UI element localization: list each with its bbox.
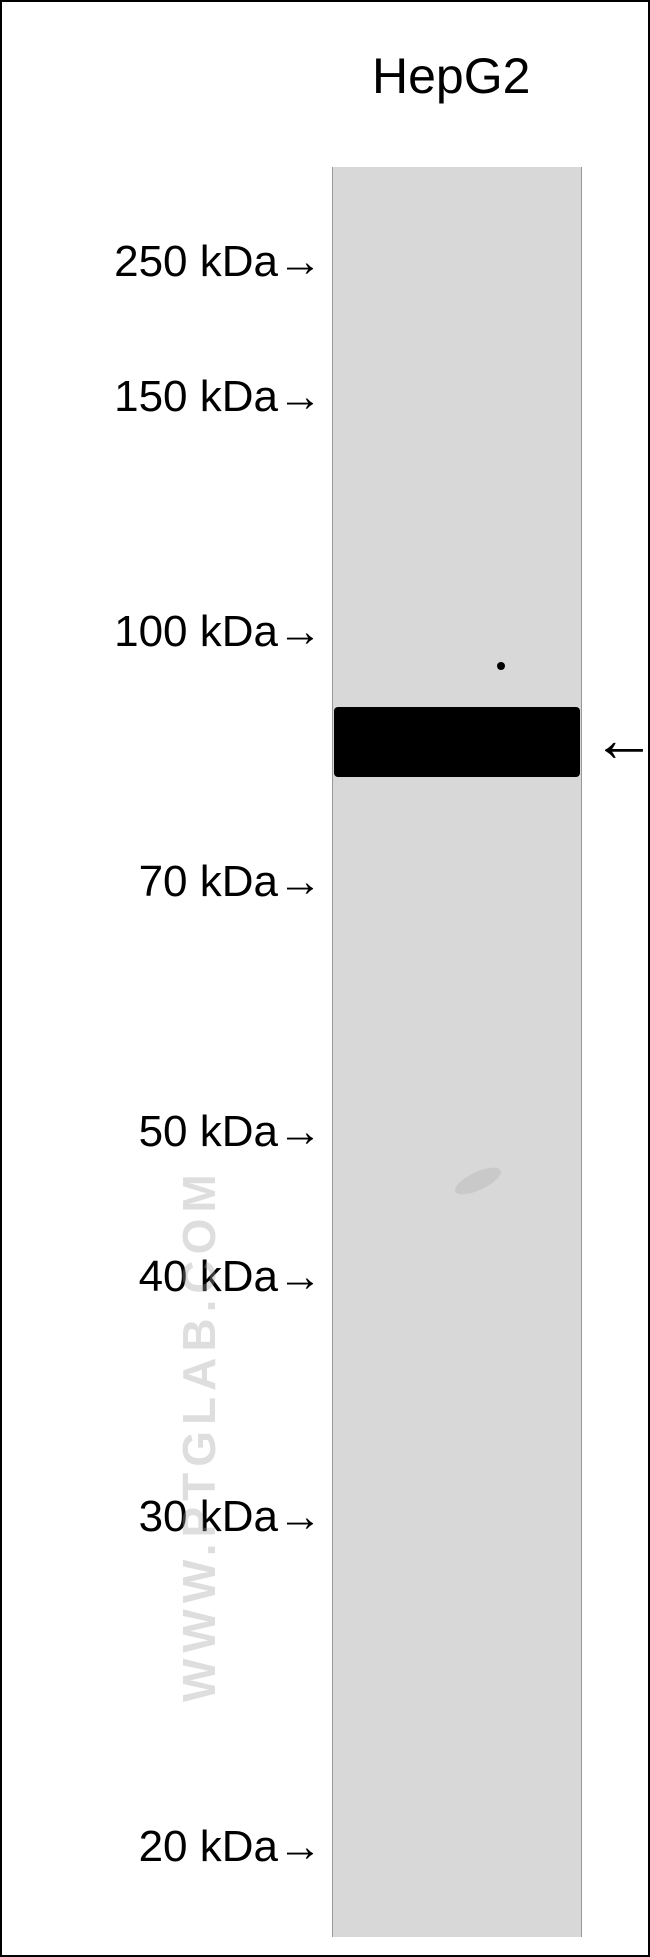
mw-marker-250: 250 kDa→ (22, 237, 322, 287)
blot-lane (332, 167, 582, 1937)
arrow-right-icon: → (278, 1252, 322, 1302)
arrow-right-icon: → (278, 1822, 322, 1872)
mw-marker-20: 20 kDa→ (45, 1822, 322, 1872)
marker-label: 250 kDa (114, 237, 278, 286)
mw-marker-100: 100 kDa→ (22, 607, 322, 657)
protein-band (334, 707, 580, 777)
band-indicator-arrow: ← (592, 702, 650, 776)
faint-smudge (452, 1162, 505, 1199)
marker-label: 20 kDa (139, 1822, 278, 1871)
arrow-right-icon: → (278, 607, 322, 657)
mw-marker-50: 50 kDa→ (45, 1107, 322, 1157)
arrow-right-icon: → (278, 1107, 322, 1157)
marker-label: 150 kDa (114, 372, 278, 421)
arrow-right-icon: → (278, 1492, 322, 1542)
arrow-right-icon: → (278, 237, 322, 287)
sample-label: HepG2 (372, 47, 530, 105)
blot-container: HepG2 ← 250 kDa→ 150 kDa→ 100 kDa→ 70 kD… (0, 0, 650, 1957)
marker-label: 70 kDa (139, 857, 278, 906)
marker-label: 50 kDa (139, 1107, 278, 1156)
marker-label: 100 kDa (114, 607, 278, 656)
arrow-right-icon: → (278, 372, 322, 422)
mw-marker-70: 70 kDa→ (45, 857, 322, 907)
artifact-dot (497, 662, 505, 670)
arrow-right-icon: → (278, 857, 322, 907)
watermark-text: WWW.PTGLAB.COM (172, 1168, 226, 1702)
mw-marker-150: 150 kDa→ (22, 372, 322, 422)
